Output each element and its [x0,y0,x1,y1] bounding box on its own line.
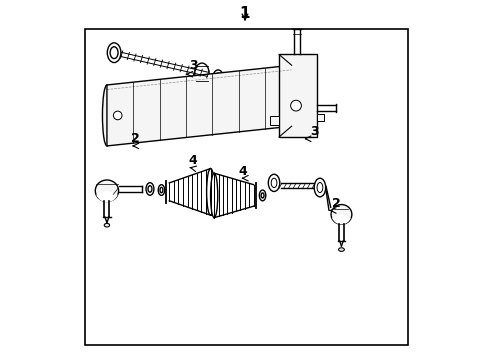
Circle shape [113,111,122,120]
Circle shape [291,100,301,111]
Ellipse shape [95,180,119,202]
Ellipse shape [211,173,218,218]
Ellipse shape [331,204,352,224]
Ellipse shape [158,185,165,195]
Ellipse shape [261,193,264,198]
Ellipse shape [213,70,223,84]
Ellipse shape [107,43,121,63]
Ellipse shape [148,186,152,192]
Wedge shape [332,215,351,225]
Ellipse shape [269,174,280,192]
Wedge shape [96,191,118,202]
Ellipse shape [216,73,221,81]
Bar [317,114,324,121]
Polygon shape [107,65,292,146]
Ellipse shape [317,183,323,193]
Ellipse shape [160,187,163,193]
Ellipse shape [314,178,326,197]
Ellipse shape [339,248,344,251]
Ellipse shape [271,178,277,188]
Text: 2: 2 [131,132,140,145]
Ellipse shape [207,168,215,215]
Bar [279,54,317,137]
Ellipse shape [195,63,209,84]
Text: 3: 3 [189,59,197,72]
Ellipse shape [259,190,266,201]
Text: 4: 4 [239,165,247,177]
Ellipse shape [104,224,110,227]
Text: 1: 1 [240,6,250,21]
Ellipse shape [102,85,111,146]
Bar [85,30,408,345]
Ellipse shape [146,183,154,195]
Text: 2: 2 [332,197,341,210]
Ellipse shape [110,47,118,59]
Text: 4: 4 [189,154,197,167]
Bar [270,116,279,125]
Text: 3: 3 [311,125,319,138]
